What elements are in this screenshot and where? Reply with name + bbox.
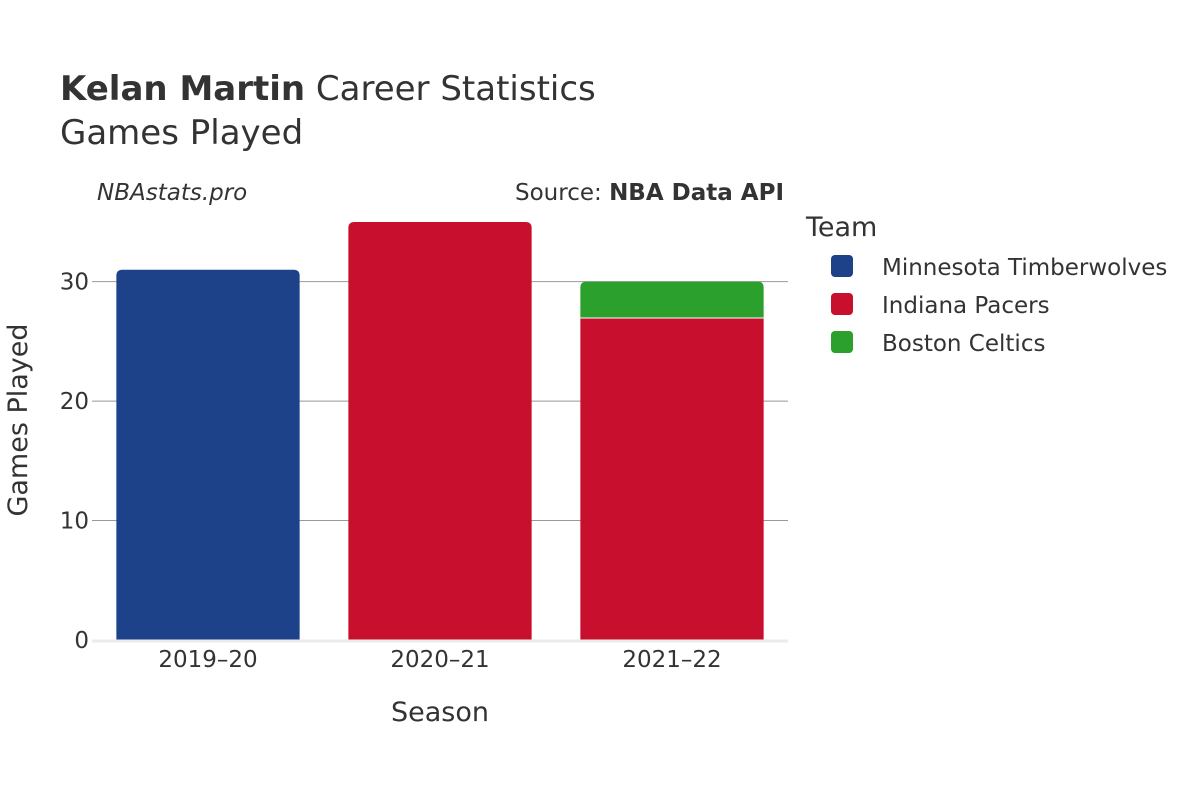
chart-title-player: Kelan Martin <box>60 69 305 109</box>
y-tick-label: 0 <box>74 628 89 654</box>
chart-title-suffix: Career Statistics <box>305 69 596 109</box>
bar-indiana-pacers[interactable] <box>580 318 764 641</box>
chart-title: Kelan Martin Career Statistics <box>60 69 596 109</box>
x-axis-title: Season <box>391 697 489 728</box>
x-tick-label: 2019–20 <box>158 647 257 673</box>
x-tick-label: 2020–21 <box>390 647 489 673</box>
legend-swatch <box>831 255 853 277</box>
legend-swatch <box>831 293 853 315</box>
y-tick-label: 30 <box>60 270 89 296</box>
source-text: Source: NBA Data API <box>515 180 784 206</box>
y-tick-label: 10 <box>60 509 89 535</box>
legend-label[interactable]: Boston Celtics <box>882 331 1045 357</box>
bar-boston-celtics[interactable] <box>580 281 764 318</box>
bars <box>116 221 764 641</box>
source-name: NBA Data API <box>609 180 784 206</box>
legend-label[interactable]: Indiana Pacers <box>882 293 1050 319</box>
chart-subtitle: Games Played <box>60 113 303 153</box>
y-tick-label: 20 <box>60 389 89 415</box>
x-tick-label: 2021–22 <box>622 647 721 673</box>
legend-title: Team <box>805 212 877 243</box>
legend-label[interactable]: Minnesota Timberwolves <box>882 255 1167 281</box>
legend-swatch <box>831 331 853 353</box>
y-axis-title: Games Played <box>3 323 34 516</box>
watermark: NBAstats.pro <box>97 180 247 206</box>
legend: Minnesota Timberwolves Indiana Pacers Bost… <box>831 255 1167 357</box>
axes: 0 10 20 30 2019–20 2020–21 2021–22 <box>60 270 788 673</box>
bar-indiana-pacers[interactable] <box>348 221 532 640</box>
source-prefix: Source: <box>515 180 609 206</box>
bar-minnesota-timberwolves[interactable] <box>116 269 300 640</box>
